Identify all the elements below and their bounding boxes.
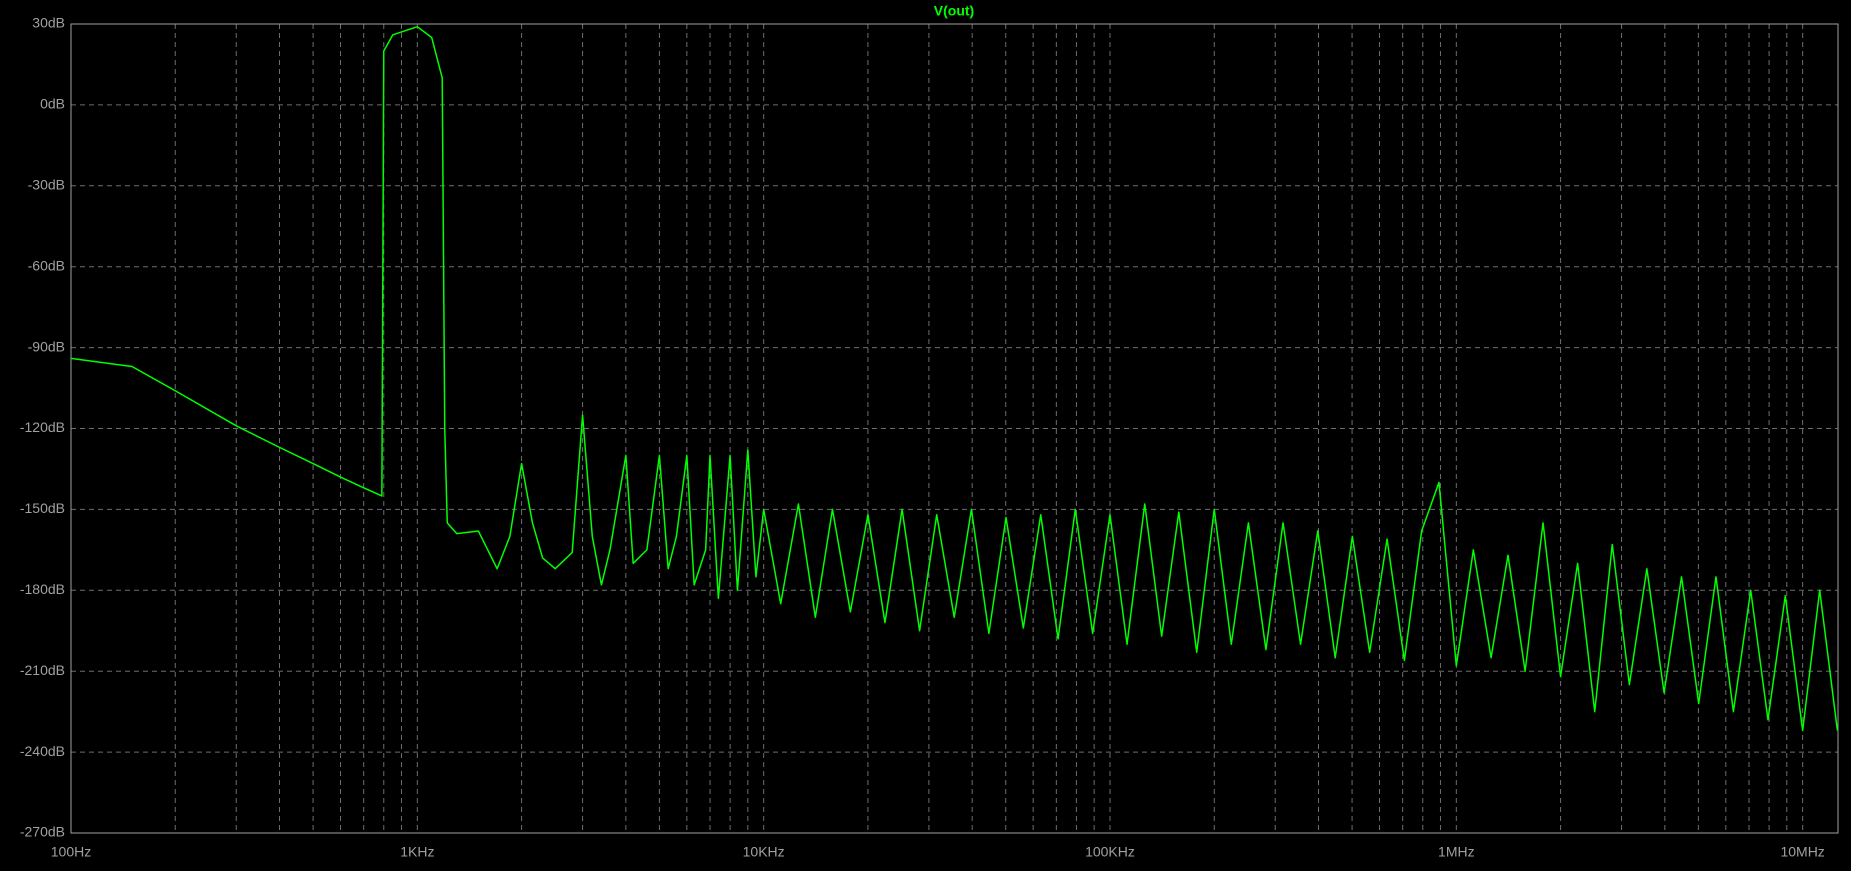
x-tick-label: 1MHz: [1438, 844, 1475, 860]
x-tick-label: 1KHz: [400, 844, 434, 860]
y-tick-label: -150dB: [20, 500, 65, 516]
y-tick-label: -90dB: [28, 338, 65, 354]
x-tick-label: 10KHz: [743, 844, 785, 860]
y-tick-label: -210dB: [20, 662, 65, 678]
trace-label: V(out): [934, 3, 974, 19]
x-tick-label: 10MHz: [1780, 844, 1824, 860]
y-tick-label: -240dB: [20, 743, 65, 759]
y-tick-label: -120dB: [20, 419, 65, 435]
trace: [70, 25, 1839, 732]
x-tick-label: 100KHz: [1085, 844, 1135, 860]
y-tick-label: 0dB: [40, 96, 65, 112]
x-tick-label: 100Hz: [51, 844, 91, 860]
y-tick-label: -30dB: [28, 177, 65, 193]
y-tick-label: -60dB: [28, 257, 65, 273]
y-tick-label: 30dB: [32, 15, 65, 31]
y-tick-label: -180dB: [20, 581, 65, 597]
y-tick-label: -270dB: [20, 824, 65, 840]
plot-frame: [70, 23, 1839, 834]
